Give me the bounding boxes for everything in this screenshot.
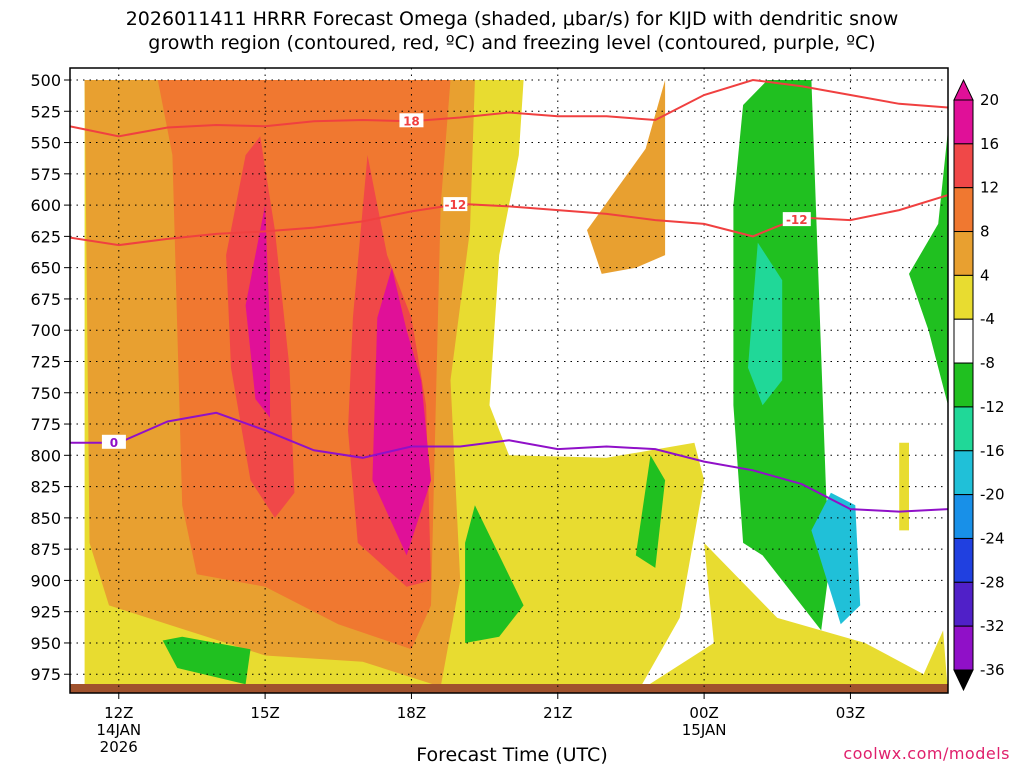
colorbar-label-6: -8 [980,354,995,372]
colorbar-segment-11 [953,581,974,627]
colorbar-label-0: 20 [980,91,999,109]
y-tick-label-850: 850 [30,509,61,528]
contour-label-bg-dgz-bottom-2 [782,212,811,227]
contour-label-freezing-level: 0 [110,436,118,450]
colorbar-label-5: -4 [980,310,995,328]
y-tick-label-725: 725 [30,352,61,371]
y-tick-label-825: 825 [30,478,61,497]
x-tick-label-15Z: 15Z [250,704,279,722]
contour-label-bg-dgz-bottom [443,197,468,212]
y-tick-label-675: 675 [30,290,61,309]
colorbar-segment-1 [953,143,974,189]
contour-dgz-top [70,78,948,138]
omega-cell-extra-1 [162,636,251,685]
colorbar-label-4: 4 [980,266,990,284]
contour-label-dgz-bottom-2: -12 [786,213,808,227]
omega-cell-teal-sink-01z [748,242,783,406]
contour-label-dgz-top: 18 [403,114,420,128]
y-axis: 500 525 550 575 600 625 650 675 700 725 750 775 800 8… [30,71,70,684]
colorbar-label-13: -36 [980,661,1005,679]
y-tick-label-800: 800 [30,446,61,465]
plot-frame [69,67,949,694]
y-tick-label-950: 950 [30,634,61,653]
colorbar-label-8: -16 [980,442,1005,460]
terrain-strip [70,684,948,693]
x-tick-label-00Z: 00Z [689,704,718,722]
x-tick-sublabel-00Z: 15JAN [682,721,727,739]
contour-freezing-level [70,411,948,513]
y-tick-label-700: 700 [30,321,61,340]
y-tick-label-975: 975 [30,665,61,684]
omega-cell-extra-0 [465,505,524,643]
x-tick-sublabel-12Z: 14JAN [96,721,141,739]
x-axis-title: Forecast Time (UTC) [416,744,608,766]
y-tick-label-925: 925 [30,603,61,622]
omega-cell-magenta-core-15z [245,205,270,418]
colorbar-segment-2 [953,187,974,233]
chart-title-line2: growth region (contoured, red, ºC) and f… [148,32,876,54]
omega-cell-extra-2 [635,455,666,568]
y-tick-label-875: 875 [30,540,61,559]
x-tick-label-03Z: 03Z [836,704,865,722]
x-tick-label-18Z: 18Z [397,704,426,722]
y-tick-label-575: 575 [30,165,61,184]
omega-cell-extra-4 [899,442,909,531]
credit-text[interactable]: coolwx.com/models [843,744,1010,763]
y-tick-label-600: 600 [30,196,61,215]
colorbar-label-9: -20 [980,486,1005,504]
chart-title-line1: 2026011411 HRRR Forecast Omega (shaded, … [125,8,899,30]
colorbar-label-3: 8 [980,223,990,241]
colorbar-segment-5 [953,318,974,364]
colorbar-segment-0 [953,99,974,145]
y-tick-label-750: 750 [30,384,61,403]
colorbar-segment-7 [953,406,974,452]
omega-cell-magenta-core-18z [372,267,431,556]
colorbar-segment-8 [953,450,974,496]
x-tick-label-12Z: 12Z [104,704,133,722]
omega-shaded-field [70,68,948,693]
y-tick-label-500: 500 [30,71,61,90]
colorbar-top-arrow [953,78,974,101]
colorbar-segment-6 [953,362,974,408]
colorbar-label-7: -12 [980,398,1005,416]
colorbar: 20 16 12 8 4 -4 -8 -12 -16 -20 -24 -28 -32 -36 [953,78,1005,692]
colorbar-segment-4 [953,274,974,320]
y-tick-label-525: 525 [30,102,61,121]
colorbar-segment-9 [953,494,974,539]
y-tick-label-650: 650 [30,259,61,278]
contour-label-dgz-bottom: -12 [445,198,467,212]
x-tick-sublabel2-12Z: 2026 [100,738,138,756]
y-tick-label-900: 900 [30,571,61,590]
colorbar-label-10: -24 [980,529,1005,547]
contour-label-bg-freezing-level [101,434,126,449]
contour-label-bg-dgz-top [399,113,424,128]
y-tick-label-775: 775 [30,415,61,434]
colorbar-segment-3 [953,231,974,276]
colorbar-label-12: -32 [980,617,1005,635]
colorbar-label-2: 12 [980,179,999,197]
grid-lines [70,68,948,693]
colorbar-segment-10 [953,537,974,583]
x-tick-label-21Z: 21Z [543,704,572,722]
y-tick-label-550: 550 [30,134,61,153]
omega-cell-orange-upper-22z [587,80,666,274]
colorbar-label-11: -28 [980,573,1005,591]
colorbar-segment-12 [953,625,974,671]
temperature-contours: 18 -12 0 -12 [70,78,948,513]
omega-cell-cyan-core-02z [811,492,861,625]
y-tick-label-625: 625 [30,227,61,246]
colorbar-bottom-arrow [953,669,974,692]
colorbar-label-1: 16 [980,135,999,153]
